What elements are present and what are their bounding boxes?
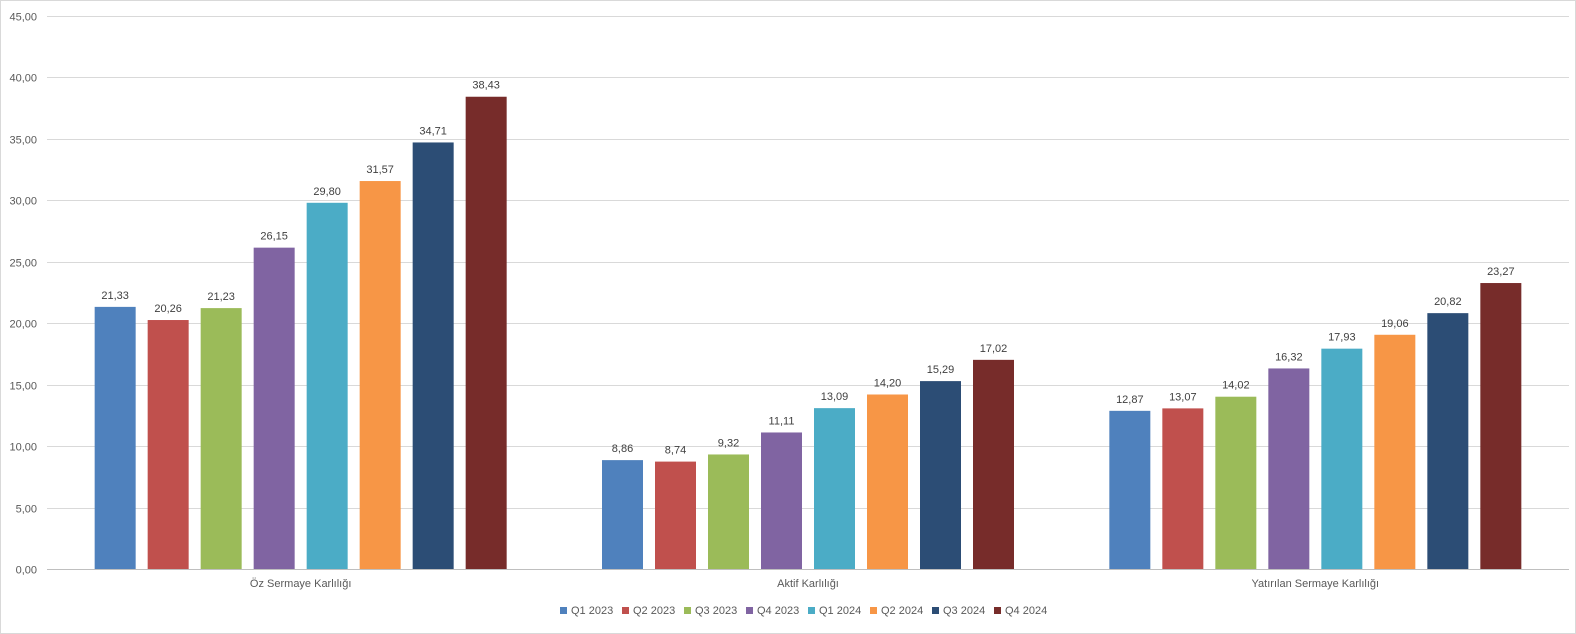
bar (94, 306, 136, 569)
y-tick-label: 45,00 (9, 12, 37, 24)
data-label: 23,27 (1487, 266, 1515, 278)
legend-label: Q1 2024 (819, 605, 861, 617)
data-label: 12,87 (1116, 394, 1144, 406)
data-label: 21,23 (207, 291, 235, 303)
y-tick-label: 40,00 (9, 73, 37, 85)
bar (867, 394, 908, 569)
bar (655, 461, 696, 569)
category-label: Aktif Karlılığı (777, 578, 839, 590)
y-tick-label: 10,00 (9, 442, 37, 454)
bar (1162, 408, 1204, 569)
data-label: 26,15 (260, 231, 288, 243)
legend-label: Q3 2024 (943, 605, 985, 617)
data-label: 29,80 (313, 186, 341, 198)
legend-label: Q2 2024 (881, 605, 923, 617)
bar (147, 320, 189, 569)
legend-swatch (684, 607, 691, 614)
legend-item: Q1 2024 (808, 605, 861, 617)
data-label: 8,86 (612, 443, 633, 455)
legend-swatch (622, 607, 629, 614)
legend-swatch (560, 607, 567, 614)
bar (465, 96, 507, 569)
data-label: 13,07 (1169, 391, 1197, 403)
legend-item: Q4 2024 (994, 605, 1047, 617)
data-label: 38,43 (472, 80, 500, 92)
y-tick-label: 15,00 (9, 381, 37, 393)
bar (359, 181, 401, 569)
category-labels-layer: Öz Sermaye Karlılığı Aktif Karlılığı Yatır… (250, 578, 1379, 590)
legend-swatch (746, 607, 753, 614)
data-label: 34,71 (419, 125, 447, 137)
data-label: 20,26 (154, 303, 182, 315)
category-label: Yatırılan Sermaye Karlılığı (1252, 578, 1380, 590)
data-label: 14,20 (874, 377, 902, 389)
y-tick-label: 20,00 (9, 319, 37, 331)
bar (306, 202, 348, 569)
legend-item: Q4 2023 (746, 605, 799, 617)
y-tick-label: 35,00 (9, 135, 37, 147)
legend-label: Q1 2023 (571, 605, 613, 617)
data-label: 8,74 (665, 445, 686, 457)
data-label: 9,32 (718, 437, 739, 449)
data-label: 19,06 (1381, 318, 1409, 330)
data-label: 15,29 (927, 364, 955, 376)
legend-item: Q3 2023 (684, 605, 737, 617)
data-label: 16,32 (1275, 351, 1303, 363)
data-label: 20,82 (1434, 296, 1462, 308)
legend-label: Q4 2024 (1005, 605, 1047, 617)
bar (708, 454, 749, 569)
bar (1480, 283, 1522, 569)
bar (973, 359, 1014, 569)
bar (761, 432, 802, 569)
data-label: 13,09 (821, 391, 849, 403)
legend-item: Q2 2024 (870, 605, 923, 617)
data-label: 14,02 (1222, 380, 1250, 392)
legend-item: Q1 2023 (560, 605, 613, 617)
legend-item: Q2 2023 (622, 605, 675, 617)
y-tick-label: 5,00 (16, 504, 37, 516)
bar (1374, 334, 1416, 569)
legend-swatch (808, 607, 815, 614)
legend-item: Q3 2024 (932, 605, 985, 617)
bar (1321, 348, 1363, 569)
grid-layer: 0,00 5,00 10,00 15,00 20,00 25,00 30,00 35,00 40… (9, 12, 1569, 577)
bar (602, 460, 643, 569)
bar (1109, 410, 1151, 569)
data-label: 11,11 (769, 415, 795, 427)
legend: Q1 2023 Q2 2023 Q3 2023 Q4 2023 Q1 2024 Q2 20… (560, 605, 1047, 617)
bars-layer (94, 96, 1522, 569)
bar (814, 408, 855, 569)
legend-swatch (870, 607, 877, 614)
data-label: 17,02 (980, 343, 1008, 355)
y-tick-label: 25,00 (9, 258, 37, 270)
data-label: 21,33 (101, 290, 129, 302)
bar (1268, 368, 1310, 569)
data-label: 17,93 (1328, 332, 1356, 344)
legend-swatch (932, 607, 939, 614)
y-tick-label: 0,00 (16, 565, 37, 577)
data-label: 31,57 (366, 164, 394, 176)
bar (200, 308, 242, 569)
data-labels-layer: 21,33 20,26 21,23 26,15 29,80 31,57 34,71 38,43… (101, 80, 1514, 457)
bar (1427, 313, 1469, 569)
category-label: Öz Sermaye Karlılığı (250, 578, 351, 590)
bar (412, 142, 454, 569)
y-tick-label: 30,00 (9, 196, 37, 208)
legend-label: Q3 2023 (695, 605, 737, 617)
legend-label: Q2 2023 (633, 605, 675, 617)
bar (253, 247, 295, 569)
bar (1215, 396, 1257, 569)
legend-label: Q4 2023 (757, 605, 799, 617)
bar (920, 381, 961, 569)
legend-swatch (994, 607, 1001, 614)
